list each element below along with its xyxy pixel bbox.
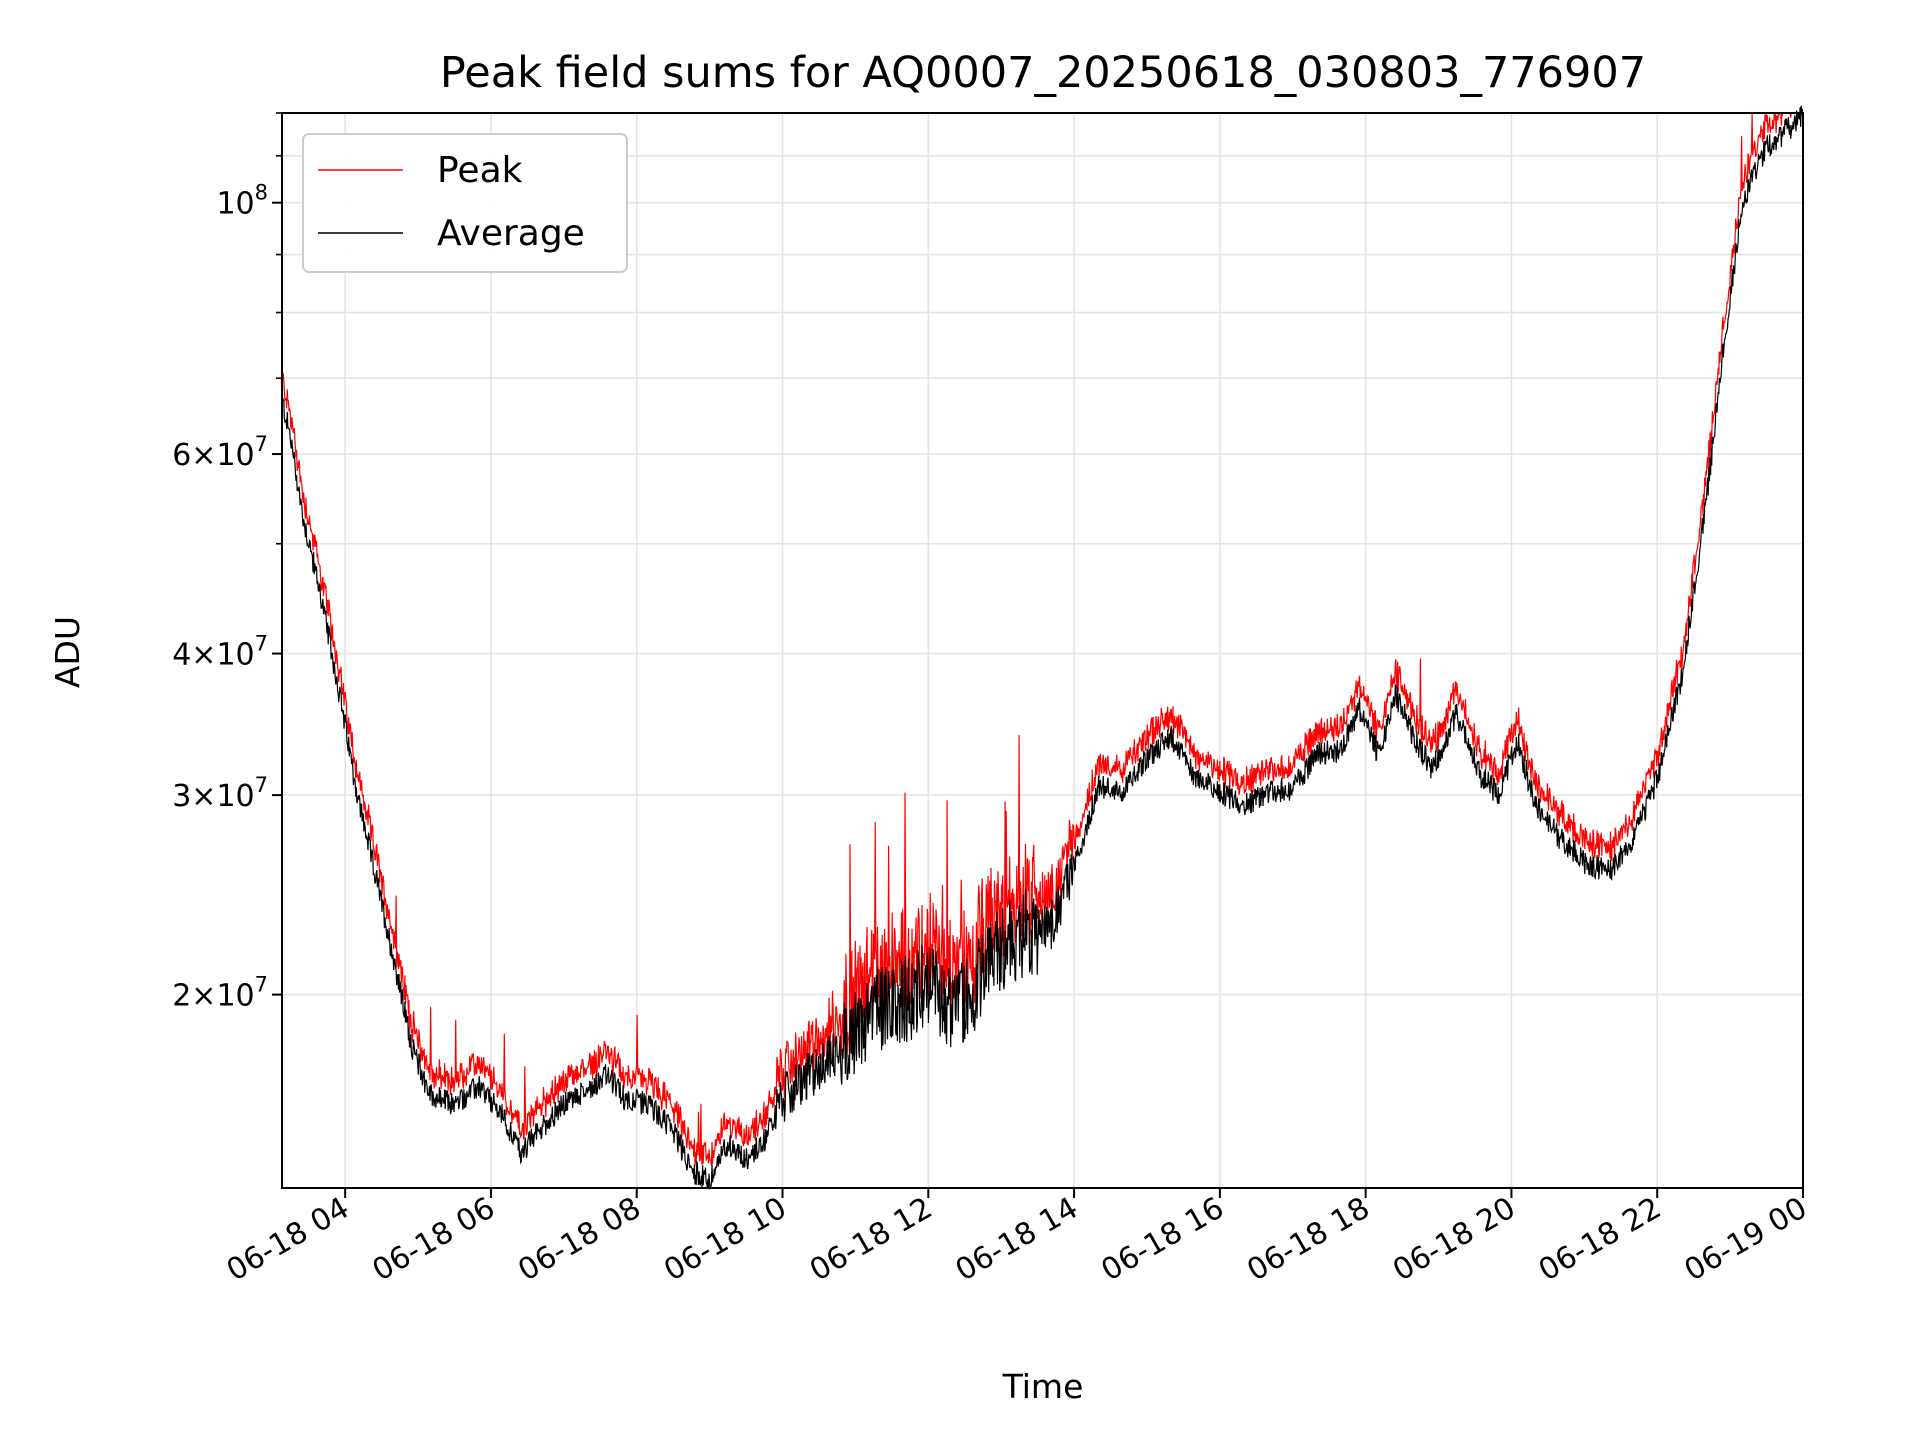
y-tick-label: 4×107 bbox=[172, 632, 268, 673]
legend-label-average: Average bbox=[437, 213, 585, 254]
legend-box bbox=[302, 133, 628, 273]
x-axis-label: Time bbox=[1002, 1367, 1084, 1406]
y-tick-label: 6×107 bbox=[172, 432, 268, 473]
series-line-peak bbox=[281, 112, 1803, 1167]
chart-title: Peak field sums for AQ0007_20250618_0308… bbox=[440, 48, 1646, 98]
series-line-average bbox=[281, 105, 1804, 1191]
legend-label-peak: Peak bbox=[437, 150, 523, 191]
y-tick-label: 3×107 bbox=[172, 773, 268, 814]
y-tick-label: 108 bbox=[216, 181, 268, 222]
legend: Peak Average bbox=[302, 133, 628, 273]
y-tick-label: 2×107 bbox=[172, 973, 268, 1014]
series-lines bbox=[281, 105, 1804, 1191]
y-axis-label: ADU bbox=[48, 616, 87, 688]
plot-frame bbox=[281, 112, 1804, 1189]
